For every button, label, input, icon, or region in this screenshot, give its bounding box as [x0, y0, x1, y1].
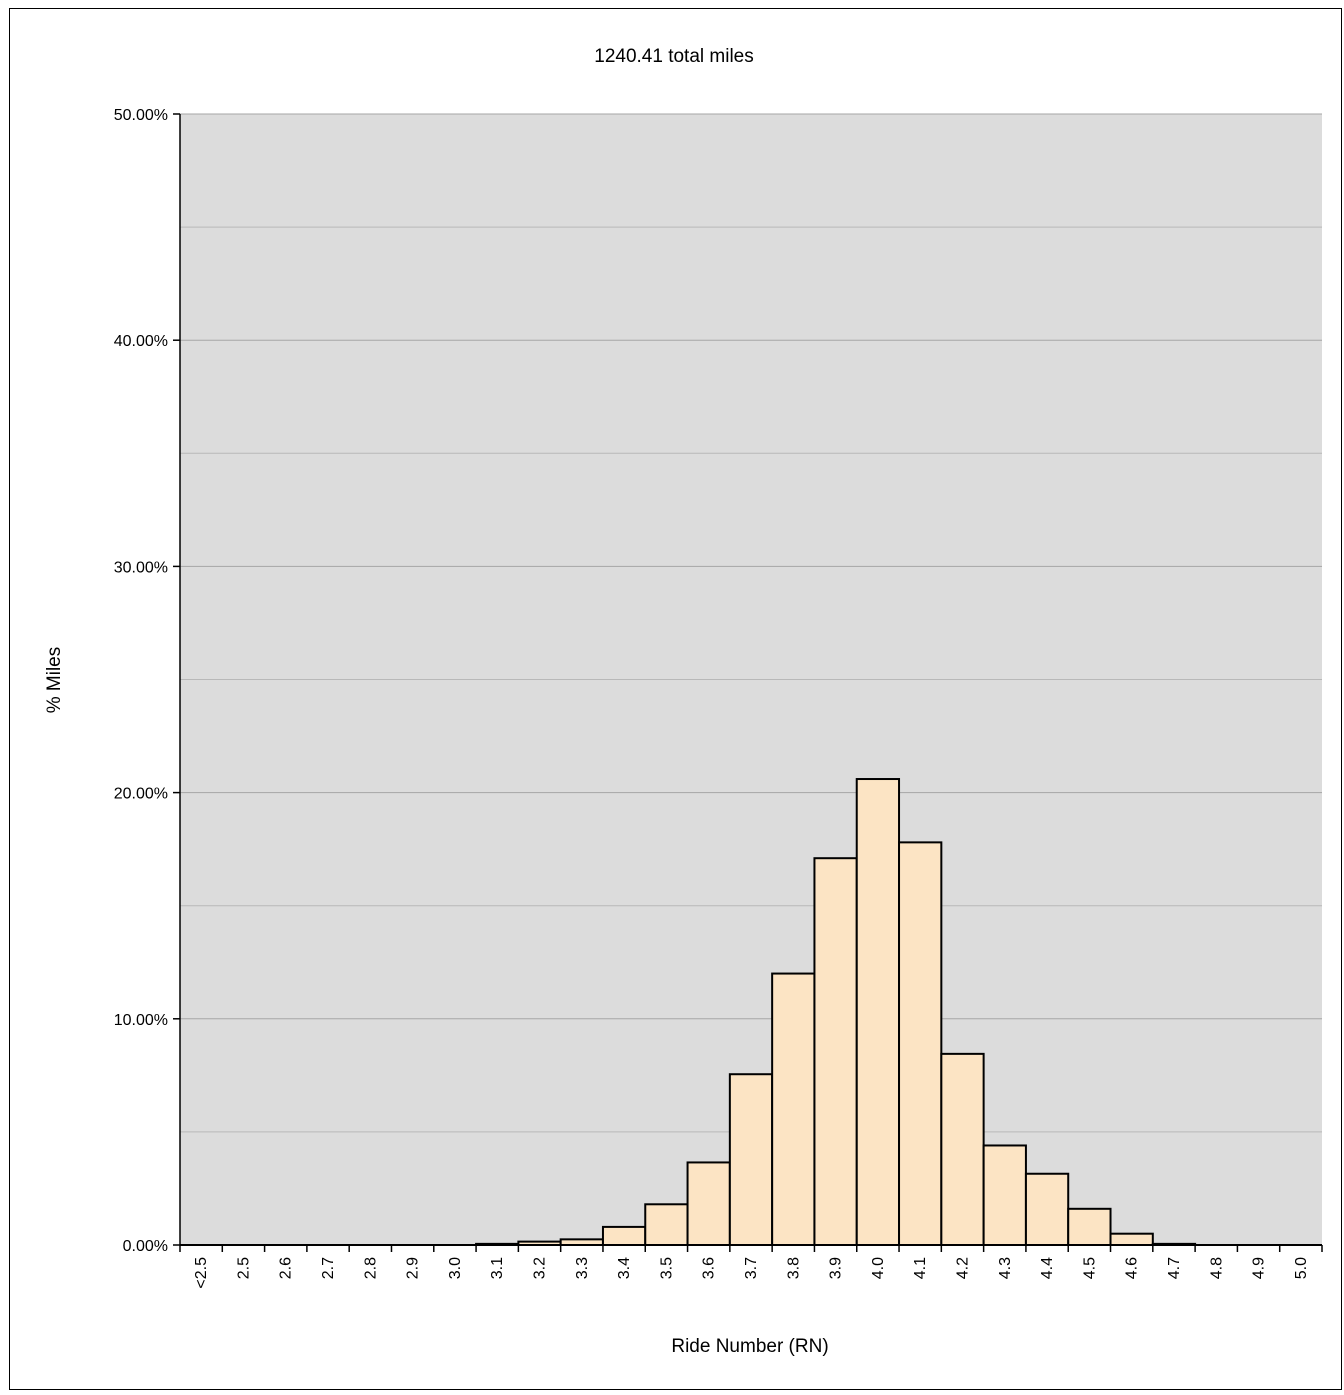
x-tick-label: 4.1	[912, 1257, 929, 1279]
x-tick-label: 3.1	[489, 1257, 506, 1279]
x-tick-label: 2.9	[405, 1257, 422, 1279]
bar-4.5	[1067, 1207, 1112, 1246]
x-tick-label: 4.2	[954, 1257, 971, 1279]
y-tick-label: 0.00%	[123, 1238, 168, 1255]
x-tick-label: 3.8	[785, 1257, 802, 1279]
bar-4.4	[1024, 1172, 1070, 1246]
bars	[475, 778, 1197, 1247]
x-tick-label: 4.4	[1039, 1257, 1056, 1279]
x-tick-label: 3.9	[828, 1257, 845, 1279]
x-tick-label: 2.6	[278, 1257, 295, 1279]
x-tick-label: 3.7	[743, 1257, 760, 1279]
x-tick-label: 3.0	[447, 1257, 464, 1279]
bar-4.0	[855, 778, 901, 1246]
x-tick-label: 4.3	[997, 1257, 1014, 1279]
x-tick-label: 2.7	[320, 1257, 337, 1279]
x-tick-label: 3.4	[616, 1257, 633, 1279]
bar-3.8	[771, 972, 816, 1246]
x-tick-label: 3.3	[574, 1257, 591, 1279]
y-tick-label: 10.00%	[114, 1012, 168, 1029]
x-tick-label: 3.6	[701, 1257, 718, 1279]
bar-3.4	[601, 1225, 647, 1247]
bar-3.6	[686, 1161, 731, 1247]
y-tick-label: 40.00%	[114, 333, 168, 350]
x-tick-label: 3.5	[658, 1257, 675, 1279]
gridlines	[180, 113, 1322, 1133]
x-tick-label: 2.5	[235, 1257, 252, 1279]
y-axis-title: % Miles	[44, 647, 65, 714]
x-tick-label: 4.9	[1251, 1257, 1268, 1279]
x-tick-label: 4.0	[870, 1257, 887, 1279]
x-tick-label: 4.6	[1124, 1257, 1141, 1279]
x-axis-title: Ride Number (RN)	[671, 1336, 828, 1357]
x-tick-label: 3.2	[532, 1257, 549, 1279]
bar-3.7	[728, 1073, 774, 1246]
bar-3.9	[813, 857, 858, 1246]
bar-4.6	[1109, 1232, 1154, 1246]
bar-4.3	[982, 1144, 1027, 1247]
y-tick-label: 20.00%	[114, 786, 168, 803]
x-tick-label: 4.7	[1166, 1257, 1183, 1279]
bar-4.2	[940, 1052, 985, 1246]
x-tick-label: 4.8	[1208, 1257, 1225, 1279]
x-tick-label: 2.8	[362, 1257, 379, 1279]
bar-3.5	[644, 1203, 689, 1247]
chart-title: 1240.41 total miles	[594, 46, 754, 67]
y-tick-labels: 0.00% 10.00% 20.00% 30.00% 40.00% 50.00%	[114, 107, 168, 1255]
x-tick-labels: <2.5 2.5 2.6 2.7 2.8 2.9 3.0 3.1 3.2 3.3 3.4 3.5 3.6…	[193, 1257, 1310, 1289]
y-tick-label: 30.00%	[114, 559, 168, 576]
y-tick-label: 50.00%	[114, 107, 168, 124]
x-tick-label: <2.5	[193, 1257, 210, 1289]
bar-4.1	[898, 841, 943, 1246]
x-tick-label: 5.0	[1293, 1257, 1310, 1279]
x-tick-label: 4.5	[1081, 1257, 1098, 1279]
axes	[173, 113, 1323, 1252]
